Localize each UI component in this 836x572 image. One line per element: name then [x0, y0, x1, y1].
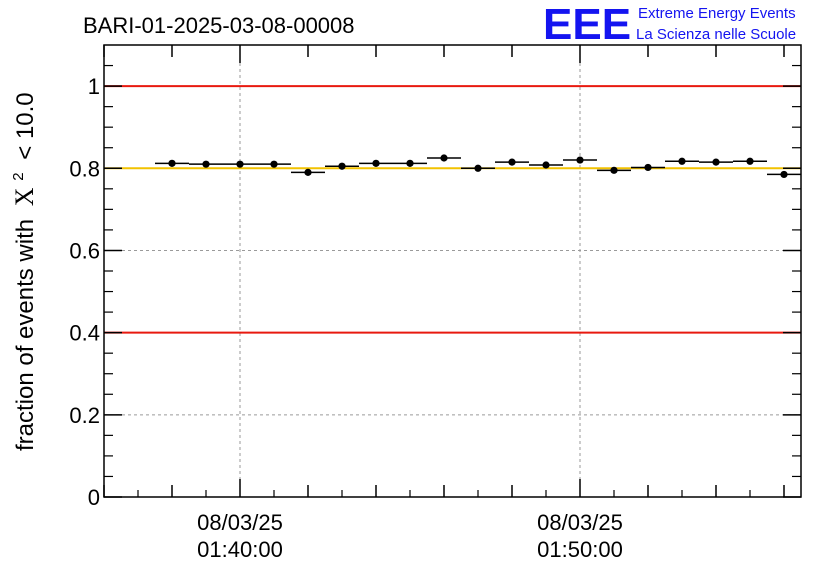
data-point-13 [610, 166, 618, 174]
axes: 00.20.40.60.8108/03/2501:40:0008/03/2501… [69, 45, 801, 562]
y-axis-label-prefix: fraction of events with [12, 219, 39, 451]
data-point-0 [168, 159, 176, 167]
data-point-8 [440, 154, 448, 162]
data-point-7 [406, 159, 414, 167]
y-axis-label-suffix: < 10.0 [12, 92, 39, 159]
y-axis-label-chi-symbol: X [10, 187, 39, 206]
x-tick-date-label-1: 08/03/25 [537, 510, 623, 535]
y-tick-label-0: 0 [88, 485, 100, 510]
y-axis-label-sup: 2 [10, 172, 27, 180]
data-point-9 [474, 164, 482, 172]
chart-title: BARI-01-2025-03-08-00008 [83, 13, 355, 38]
x-tick-time-label-0: 01:40:00 [197, 537, 283, 562]
y-tick-label-2: 0.4 [69, 321, 100, 346]
eee-logo: EEE Extreme Energy Events La Scienza nel… [543, 0, 796, 49]
data-point-15 [678, 157, 686, 165]
x-tick-date-label-0: 08/03/25 [197, 510, 283, 535]
data-point-12 [576, 156, 584, 164]
y-tick-label-3: 0.6 [69, 238, 100, 263]
y-tick-label-4: 0.8 [69, 156, 100, 181]
data-point-4 [304, 168, 312, 176]
data-points [155, 154, 801, 179]
data-point-17 [746, 157, 754, 165]
eee-logo-line2: La Scienza nelle Scuole [636, 26, 796, 43]
data-point-6 [372, 159, 380, 167]
data-point-1 [202, 160, 210, 168]
y-tick-label-5: 1 [88, 74, 100, 99]
data-point-18 [780, 170, 788, 179]
data-point-10 [508, 158, 516, 166]
reference-lines [104, 85, 801, 334]
data-point-11 [542, 161, 550, 169]
y-tick-label-1: 0.2 [69, 403, 100, 428]
data-point-5 [338, 162, 346, 170]
y-axis-label: fraction of events with X 2 < 10.0 [2, 92, 39, 451]
data-point-3 [270, 160, 278, 168]
eee-logo-line1: Extreme Energy Events [638, 5, 796, 22]
data-point-2 [236, 160, 244, 168]
data-point-16 [712, 158, 720, 166]
x-tick-time-label-1: 01:50:00 [537, 537, 623, 562]
eee-logo-mark: EEE [543, 0, 631, 49]
data-point-14 [644, 163, 652, 172]
